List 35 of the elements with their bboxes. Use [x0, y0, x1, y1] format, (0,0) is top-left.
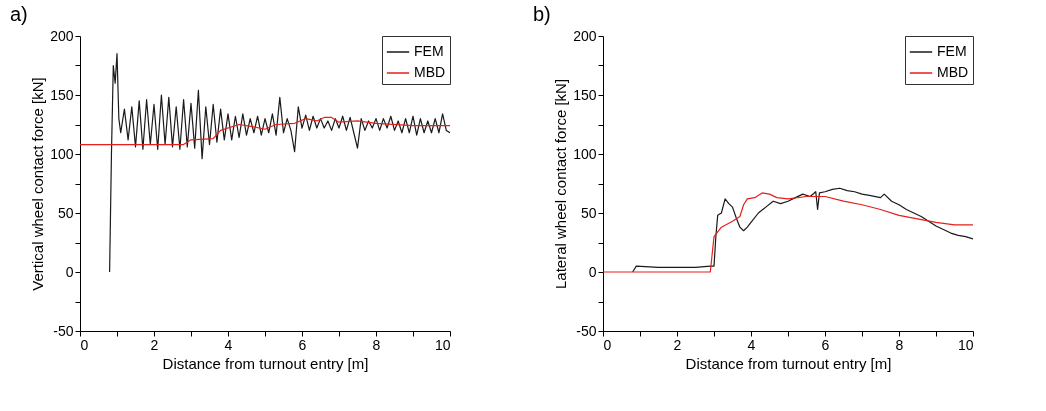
y-tick-label: 200	[50, 27, 74, 44]
text: b)	[533, 3, 551, 25]
y-tick-label: 0	[65, 263, 74, 280]
text: a)	[10, 3, 28, 25]
legend-label: FEM	[414, 43, 444, 59]
y-tick-label: 200	[573, 27, 597, 44]
line-series	[80, 116, 450, 146]
x-axis-title: Distance from turnout entry [m]	[685, 354, 892, 372]
y-tick-label: 150	[50, 86, 74, 103]
y-tick-label: 50	[57, 204, 74, 221]
y-tick-label: 0	[588, 263, 597, 280]
y-tick-label: 50	[580, 204, 597, 221]
x-tick-label: 2	[673, 336, 682, 353]
y-tick-label: -50	[576, 322, 597, 339]
y-tick-label: 100	[50, 145, 74, 162]
legend-label: MBD	[937, 64, 969, 80]
x-tick-label: 6	[298, 336, 307, 353]
x-tick-label: 6	[821, 336, 830, 353]
x-tick-label: 4	[224, 336, 233, 353]
x-tick-label: 10	[957, 336, 974, 353]
x-tick-label: 8	[372, 336, 381, 353]
legend-label: MBD	[414, 64, 446, 80]
x-tick-label: 10	[434, 336, 451, 353]
y-tick-label: 150	[573, 86, 597, 103]
x-tick-label: 2	[150, 336, 159, 353]
x-tick-label: 8	[895, 336, 904, 353]
y-tick-label: -50	[53, 322, 74, 339]
x-axis-title: Distance from turnout entry [m]	[162, 354, 369, 372]
x-tick-label: 0	[80, 336, 89, 353]
legend-label: FEM	[937, 43, 967, 59]
x-tick-label: 0	[603, 336, 612, 353]
x-tick-label: 4	[747, 336, 756, 353]
y-axis-title: Lateral wheel contact force [kN]	[552, 78, 570, 290]
y-axis-title: Vertical wheel contact force [kN]	[29, 77, 47, 291]
y-tick-label: 100	[573, 145, 597, 162]
